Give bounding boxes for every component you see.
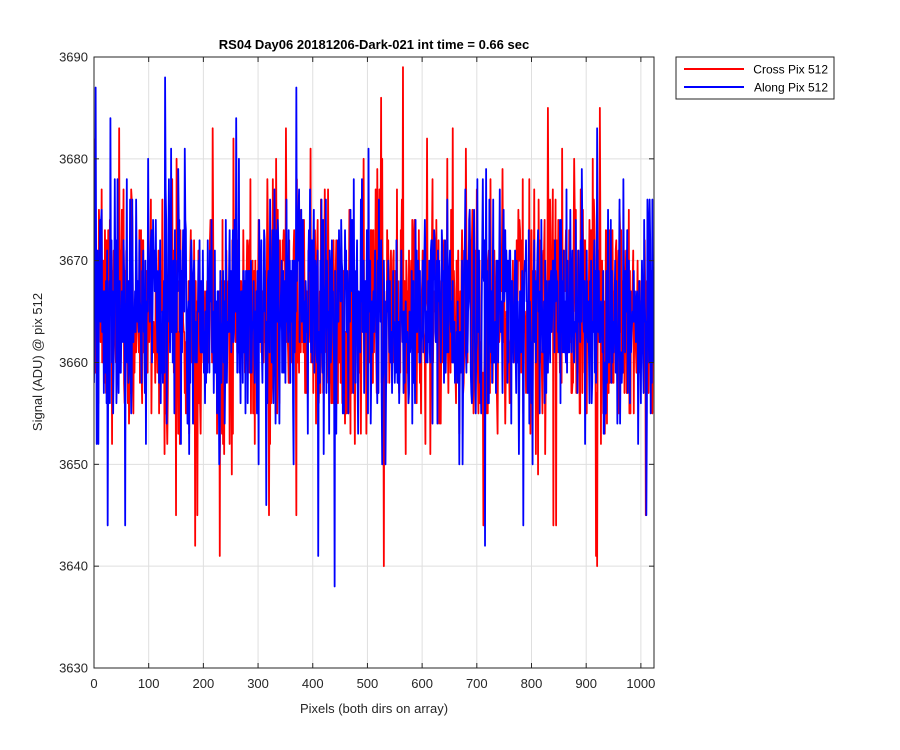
x-tick-label: 200 xyxy=(193,676,215,691)
x-tick-label: 0 xyxy=(90,676,97,691)
y-tick-label: 3660 xyxy=(59,355,88,370)
axis-ticks: 0 100 200 300 400 500 600 700 800 900 1000 3630 3640… xyxy=(59,50,655,692)
y-tick-label: 3640 xyxy=(59,559,88,574)
series-layer xyxy=(94,66,654,588)
y-tick-label: 3680 xyxy=(59,151,88,166)
y-tick-label: 3630 xyxy=(59,661,88,676)
y-axis-label: Signal (ADU) @ pix 512 xyxy=(30,293,45,431)
x-tick-label: 100 xyxy=(138,676,160,691)
x-tick-label: 300 xyxy=(247,676,269,691)
x-tick-label: 700 xyxy=(466,676,488,691)
y-tick-label: 3650 xyxy=(59,457,88,472)
x-tick-label: 600 xyxy=(411,676,433,691)
x-tick-label: 900 xyxy=(575,676,597,691)
y-tick-label: 3690 xyxy=(59,50,88,65)
x-tick-label: 400 xyxy=(302,676,324,691)
series-line-along-pix xyxy=(94,76,654,588)
x-tick-label: 800 xyxy=(521,676,543,691)
legend-box xyxy=(675,56,835,100)
legend-label-cross: Cross Pix 512 xyxy=(753,63,828,77)
x-tick-label: 1000 xyxy=(626,676,655,691)
x-axis-label: Pixels (both dirs on array) xyxy=(300,701,448,716)
y-tick-label: 3670 xyxy=(59,253,88,268)
x-tick-label: 500 xyxy=(357,676,379,691)
legend-label-along: Along Pix 512 xyxy=(754,81,828,95)
chart-title: RS04 Day06 20181206-Dark-021 int time = … xyxy=(219,37,529,52)
legend[interactable]: Cross Pix 512 Along Pix 512 xyxy=(675,56,835,100)
